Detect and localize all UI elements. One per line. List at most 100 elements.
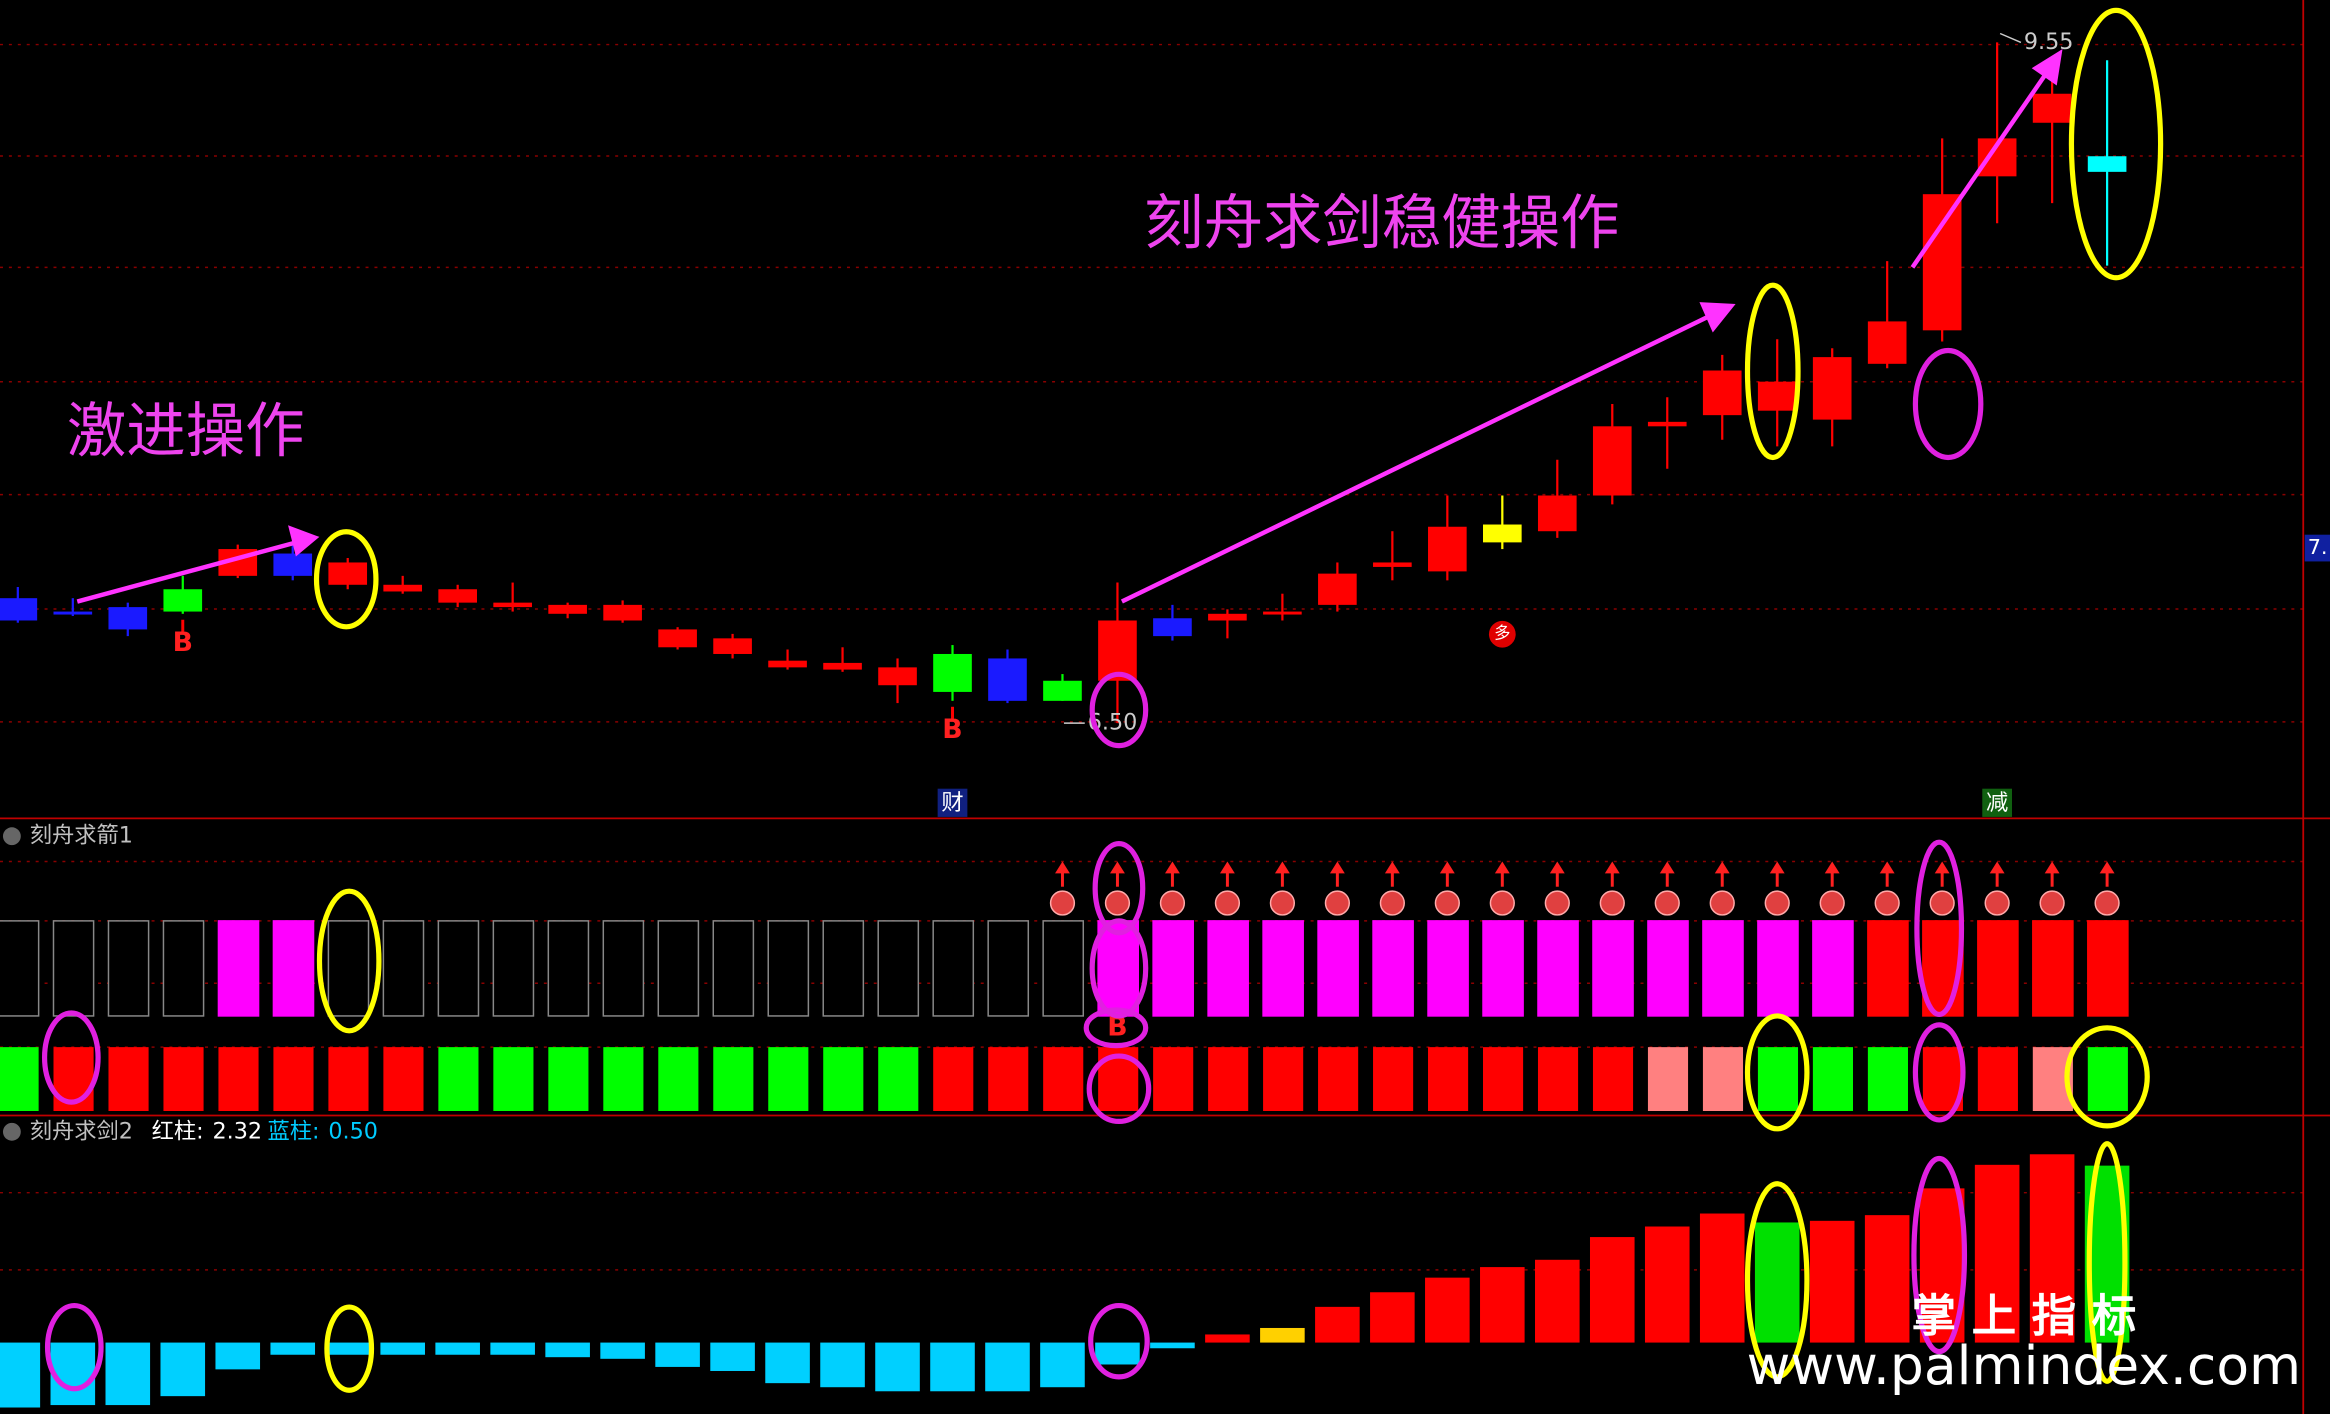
highlight	[313, 529, 379, 630]
bar	[1809, 1220, 1855, 1343]
upper-block	[1977, 920, 2019, 1017]
highlight	[1089, 671, 1149, 749]
candle-body	[1318, 573, 1357, 605]
signal-arrowhead	[1714, 861, 1730, 874]
lower-block	[218, 1047, 259, 1111]
bar	[325, 1342, 371, 1355]
upper-block	[1317, 920, 1359, 1017]
candle-body	[383, 584, 423, 592]
upper-block	[327, 920, 370, 1017]
signal-ball	[2039, 890, 2065, 916]
bar	[985, 1342, 1030, 1392]
upper-block	[1702, 920, 1744, 1017]
lower-block	[1647, 1047, 1689, 1111]
collapse-icon[interactable]	[2, 1122, 21, 1141]
highlight	[1083, 1007, 1149, 1049]
bar	[710, 1342, 755, 1371]
signal-arrowhead	[1110, 861, 1125, 874]
badge-circle	[1488, 620, 1516, 648]
lower-block	[438, 1047, 479, 1111]
lower-block	[163, 1047, 204, 1111]
candle-body	[493, 602, 532, 608]
signal-ball	[1984, 890, 2010, 916]
bar	[105, 1342, 151, 1406]
lower-block	[1812, 1047, 1854, 1111]
candle-body	[1208, 613, 1247, 621]
bar	[1370, 1292, 1415, 1343]
signal-arrowhead	[1879, 861, 1895, 874]
bar	[2029, 1154, 2075, 1343]
bar	[545, 1342, 590, 1358]
lower-block	[0, 1047, 39, 1111]
lower-block	[1153, 1047, 1194, 1111]
upper-block	[217, 920, 260, 1017]
signal-ball	[1709, 890, 1735, 916]
signal-arrowhead	[2044, 861, 2060, 874]
annotation-arrows	[76, 48, 2063, 604]
signal-ball	[1434, 890, 1460, 916]
candle-body	[163, 589, 203, 612]
highlight	[1744, 282, 1801, 461]
candle-body	[0, 598, 38, 621]
bar	[655, 1342, 700, 1367]
signal-arrowhead	[2099, 861, 2115, 874]
bar	[0, 1342, 41, 1408]
candle-body	[273, 553, 313, 576]
upper-block	[547, 920, 590, 1017]
signal-arrowhead	[1439, 861, 1455, 874]
candle-body	[53, 611, 93, 615]
lower-block	[658, 1047, 699, 1111]
panel-title: 刻舟求剑2	[30, 1118, 133, 1144]
arrowhead	[1699, 302, 1736, 333]
bar	[270, 1342, 316, 1355]
readout-name: 红柱:	[152, 1118, 204, 1144]
bar	[435, 1342, 480, 1355]
candle-body	[1537, 495, 1577, 532]
collapse-icon[interactable]	[2, 827, 21, 846]
bar	[1260, 1327, 1305, 1343]
candle-body	[1812, 357, 1852, 420]
candle-body	[1702, 370, 1742, 416]
lower-block	[1208, 1047, 1249, 1111]
arrow	[1910, 70, 2050, 269]
lower-block	[713, 1047, 754, 1111]
bar	[490, 1342, 535, 1355]
highlight	[1914, 839, 1965, 1018]
candle-body	[603, 604, 642, 621]
highlight	[41, 1010, 101, 1105]
lower-block	[493, 1047, 534, 1111]
lower-block	[1373, 1047, 1414, 1111]
signal-ball	[1049, 890, 1076, 916]
highlight	[2086, 1141, 2128, 1384]
candle-body	[2087, 156, 2127, 172]
lower-block	[1867, 1047, 1908, 1111]
upper-block	[1537, 920, 1579, 1017]
signal-ball	[1269, 890, 1296, 916]
lower-block	[1428, 1047, 1469, 1111]
bar	[600, 1342, 645, 1359]
panel-title: 刻舟求箭1	[30, 823, 133, 849]
candle-body	[1153, 618, 1192, 637]
arrow	[1120, 314, 1710, 604]
lower-block	[1592, 1047, 1634, 1111]
candle-body	[713, 638, 752, 654]
upper-block	[657, 920, 700, 1017]
lower-block	[1263, 1047, 1304, 1111]
lower-block	[1702, 1047, 1744, 1111]
readout-name: 蓝柱:	[267, 1118, 319, 1144]
signal-arrowhead	[1934, 861, 1950, 874]
lower-block	[383, 1047, 424, 1111]
signal-arrowhead	[1824, 861, 1840, 874]
arrow	[76, 539, 298, 604]
upper-block	[1042, 920, 1085, 1017]
readout-value: 2.32	[212, 1118, 262, 1144]
bar	[1535, 1259, 1580, 1343]
watermark-brand: 掌 上 指 标	[1912, 1290, 2137, 1342]
bar	[1150, 1342, 1195, 1349]
signal-ball	[2094, 890, 2120, 916]
candle-body	[1867, 321, 1907, 364]
bar	[765, 1342, 810, 1384]
